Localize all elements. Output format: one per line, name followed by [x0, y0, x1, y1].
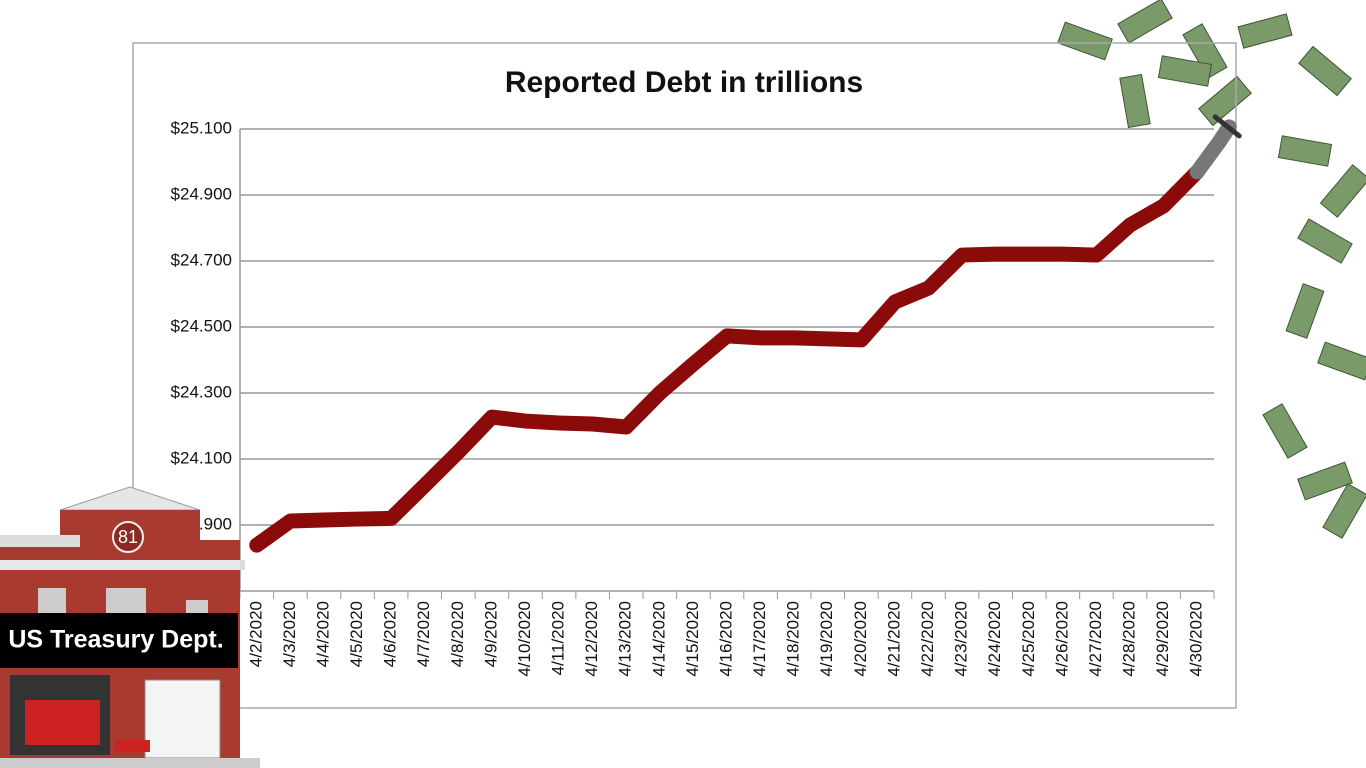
chart-title: Reported Debt in trillions: [505, 66, 863, 99]
x-tick-label: 4/3/2020: [280, 601, 299, 667]
caption-box: [0, 613, 238, 668]
x-tick-label: 4/17/2020: [750, 601, 769, 677]
x-tick-label: 4/11/2020: [549, 601, 568, 675]
x-tick-label: 4/12/2020: [582, 601, 601, 677]
x-tick-label: 4/10/2020: [515, 601, 534, 677]
y-tick-label: $24.300: [171, 382, 232, 401]
x-tick-label: 4/9/2020: [481, 601, 500, 667]
x-tick-label: 4/29/2020: [1153, 601, 1172, 677]
x-tick-label: 4/14/2020: [649, 601, 668, 677]
nozzle-cap: [1212, 114, 1242, 139]
x-tick-label: 4/15/2020: [683, 601, 702, 677]
x-tick-label: 4/16/2020: [716, 601, 735, 677]
x-tick-label: 4/23/2020: [952, 601, 971, 677]
x-tick-label: 4/22/2020: [918, 601, 937, 677]
x-tick-label: 4/27/2020: [1086, 601, 1105, 677]
caption: US Treasury Dept.: [8, 626, 223, 654]
plot: $23.700$23.900$24.100$24.300$24.500$24.7…: [171, 114, 1242, 677]
x-tick-label: 4/20/2020: [851, 601, 870, 677]
x-tick-label: 4/30/2020: [1187, 601, 1206, 677]
y-tick-label: $24.900: [171, 184, 232, 203]
y-tick-label: $24.100: [171, 448, 232, 467]
money-decoration: [1057, 0, 1366, 539]
x-tick-label: 4/13/2020: [616, 601, 635, 677]
x-tick-label: 4/28/2020: [1120, 601, 1139, 677]
x-tick-label: 4/25/2020: [1019, 601, 1038, 677]
x-tick-label: 4/4/2020: [313, 601, 332, 667]
y-tick-label: $24.700: [171, 250, 232, 269]
x-tick-label: 4/5/2020: [347, 601, 366, 667]
x-tick-label: 4/7/2020: [414, 601, 433, 667]
x-tick-label: 4/6/2020: [381, 601, 400, 667]
x-tick-label: 4/26/2020: [1052, 601, 1071, 677]
x-tick-label: 4/2/2020: [246, 601, 265, 667]
y-tick-label: $24.500: [171, 316, 232, 335]
x-tick-label: 4/19/2020: [817, 601, 836, 677]
nozzle: [1189, 119, 1237, 180]
x-tick-label: 4/21/2020: [884, 601, 903, 677]
y-tick-label: $25.100: [171, 118, 232, 137]
x-tick-label: 4/8/2020: [448, 601, 467, 667]
data-line: [249, 164, 1205, 553]
building-number: 81: [118, 527, 138, 547]
x-tick-label: 4/24/2020: [985, 601, 1004, 677]
x-tick-label: 4/18/2020: [784, 601, 803, 677]
chart-frame: [132, 42, 1237, 709]
